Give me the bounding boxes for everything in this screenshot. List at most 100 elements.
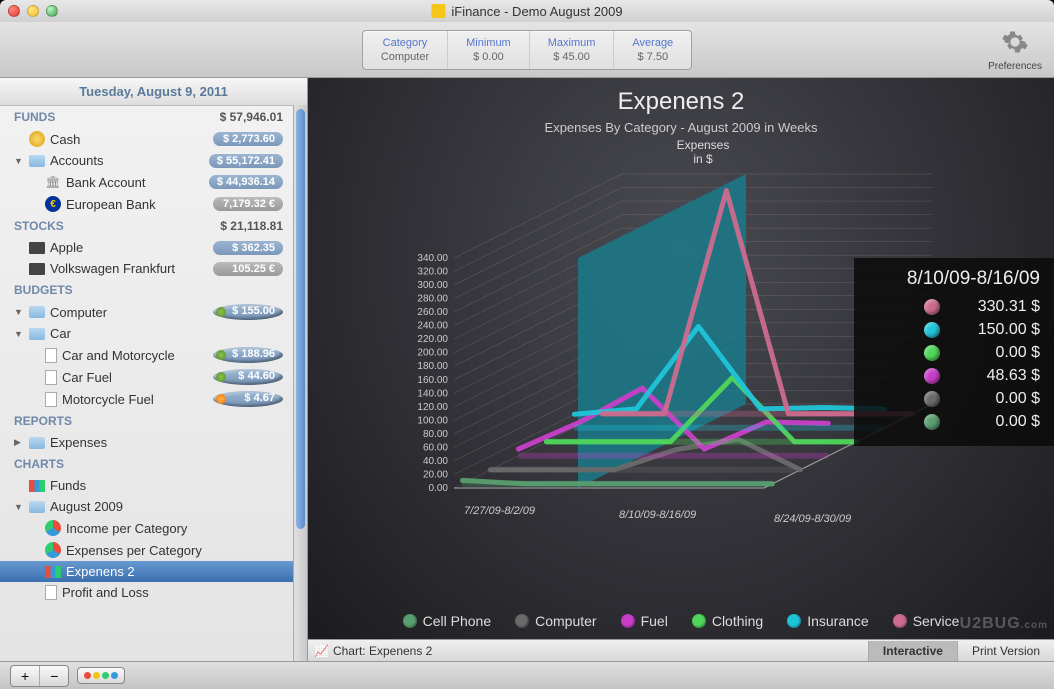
- disclosure-triangle[interactable]: [14, 502, 24, 512]
- folder-icon: [29, 306, 45, 318]
- sidebar-item-european bank[interactable]: €European Bank7,179.32 €: [0, 193, 293, 215]
- chart-tooltip: 8/10/09-8/16/09 330.31 $150.00 $0.00 $48…: [854, 258, 1054, 446]
- legend-item-clothing[interactable]: Clothing: [692, 613, 763, 629]
- amount-pill: $ 188.96: [213, 347, 283, 363]
- sidebar-item-car fuel[interactable]: Car Fuel$ 44.60: [0, 366, 293, 388]
- sidebar-content[interactable]: FUNDS$ 57,946.01 Cash$ 2,773.60 Accounts…: [0, 106, 307, 661]
- remove-button[interactable]: −: [40, 666, 68, 686]
- section-reports: REPORTS: [0, 410, 293, 432]
- item-label: Accounts: [50, 153, 103, 168]
- item-label: Cash: [50, 132, 80, 147]
- legend-item-service[interactable]: Service: [893, 613, 960, 629]
- amount-pill: $ 155.00: [213, 304, 283, 320]
- svg-text:40.00: 40.00: [423, 456, 448, 467]
- view-tabs: InteractivePrint Version: [868, 641, 1054, 661]
- stats-box: Category Computer Minimum $ 0.00 Maximum…: [362, 30, 692, 70]
- preferences-button[interactable]: Preferences: [988, 28, 1042, 72]
- add-button[interactable]: +: [11, 666, 40, 686]
- color-dot-blue: [111, 672, 118, 679]
- amount-pill: $ 362.35: [213, 241, 283, 255]
- disclosure-triangle[interactable]: [14, 329, 24, 339]
- date-header: Tuesday, August 9, 2011: [0, 78, 307, 106]
- tooltip-row: 0.00 $: [868, 390, 1040, 408]
- toolbar: Category Computer Minimum $ 0.00 Maximum…: [0, 22, 1054, 78]
- svg-text:180.00: 180.00: [417, 361, 448, 372]
- color-dot-green: [102, 672, 109, 679]
- scrollbar-thumb[interactable]: [296, 109, 305, 529]
- sidebar-item-apple[interactable]: Apple$ 362.35: [0, 237, 293, 258]
- svg-text:260.00: 260.00: [417, 307, 448, 318]
- stat-minimum: Minimum $ 0.00: [448, 31, 530, 69]
- tooltip-value: 48.63 $: [950, 367, 1040, 385]
- svg-text:300.00: 300.00: [417, 280, 448, 291]
- legend-label: Cell Phone: [423, 613, 492, 629]
- item-label: Motorcycle Fuel: [62, 392, 154, 407]
- item-label: Funds: [50, 478, 86, 493]
- sidebar-item-accounts[interactable]: Accounts $ 55,172.41: [0, 150, 293, 171]
- disclosure-triangle[interactable]: [14, 437, 24, 448]
- svg-text:8/24/09-8/30/09: 8/24/09-8/30/09: [774, 513, 851, 525]
- disclosure-triangle[interactable]: [14, 156, 24, 166]
- chart-area: Expenens 2 Expenses By Category - August…: [308, 78, 1054, 661]
- legend-dot: [893, 614, 907, 628]
- disclosure-triangle[interactable]: [14, 307, 24, 317]
- series-dot: [924, 322, 940, 338]
- add-remove-group: + −: [10, 665, 69, 687]
- svg-text:340.00: 340.00: [417, 253, 448, 264]
- sidebar-item-cash[interactable]: Cash $ 2,773.60: [0, 128, 293, 150]
- color-tag-button[interactable]: [77, 667, 125, 684]
- sidebar-scrollbar[interactable]: [293, 105, 307, 661]
- amount-pill: $ 44.60: [213, 369, 283, 385]
- pie-icon: [45, 520, 61, 536]
- sidebar-item-expenses per category[interactable]: Expenses per Category: [0, 539, 293, 561]
- legend-item-insurance[interactable]: Insurance: [787, 613, 868, 629]
- item-label: Expenses per Category: [66, 543, 202, 558]
- amount-pill: $ 44,936.14: [209, 175, 283, 189]
- color-dot-red: [84, 672, 91, 679]
- item-label: Volkswagen Frankfurt: [50, 261, 175, 276]
- window-title-text: iFinance - Demo August 2009: [451, 4, 622, 19]
- tab-print version[interactable]: Print Version: [957, 641, 1054, 661]
- bottom-toolbar: + −: [0, 661, 1054, 689]
- funds-icon: [45, 566, 61, 578]
- sidebar-item-motorcycle fuel[interactable]: Motorcycle Fuel$ 4.67: [0, 388, 293, 410]
- legend-item-fuel[interactable]: Fuel: [621, 613, 668, 629]
- svg-text:280.00: 280.00: [417, 294, 448, 305]
- sidebar-item-bank account[interactable]: 🏛Bank Account$ 44,936.14: [0, 171, 293, 193]
- item-label: Income per Category: [66, 521, 187, 536]
- legend-item-computer[interactable]: Computer: [515, 613, 596, 629]
- funds-icon: [29, 480, 45, 492]
- tooltip-value: 330.31 $: [950, 298, 1040, 316]
- item-label: Bank Account: [66, 175, 146, 190]
- sidebar-item-computer[interactable]: Computer$ 155.00: [0, 301, 293, 323]
- folder-icon: [29, 328, 45, 340]
- sidebar-item-car and motorcycle[interactable]: Car and Motorcycle$ 188.96: [0, 344, 293, 366]
- sidebar-item-funds[interactable]: Funds: [0, 475, 293, 496]
- chart-status-icon: 📈: [314, 644, 329, 658]
- zoom-icon[interactable]: [46, 5, 58, 17]
- statusbar: 📈 Chart: Expenens 2 InteractivePrint Ver…: [308, 639, 1054, 661]
- close-icon[interactable]: [8, 5, 20, 17]
- tooltip-value: 0.00 $: [950, 413, 1040, 431]
- svg-text:8/10/09-8/16/09: 8/10/09-8/16/09: [619, 509, 696, 521]
- sidebar-item-profit and loss[interactable]: Profit and Loss: [0, 582, 293, 603]
- sidebar-item-expenens 2[interactable]: Expenens 2: [0, 561, 293, 582]
- tab-interactive[interactable]: Interactive: [868, 641, 957, 661]
- amount-pill: 7,179.32 €: [213, 197, 283, 211]
- chart-title-block: Expenens 2 Expenses By Category - August…: [308, 78, 1054, 135]
- sidebar-item-volkswagen frankfurt[interactable]: Volkswagen Frankfurt105.25 €: [0, 258, 293, 279]
- amount-pill: $ 2,773.60: [213, 132, 283, 146]
- item-label: August 2009: [50, 499, 123, 514]
- minimize-icon[interactable]: [27, 5, 39, 17]
- sidebar-item-august 2009[interactable]: August 2009: [0, 496, 293, 517]
- sidebar-item-expenses[interactable]: Expenses: [0, 432, 293, 453]
- stat-average: Average $ 7.50: [614, 31, 691, 69]
- sidebar-item-income per category[interactable]: Income per Category: [0, 517, 293, 539]
- tooltip-row: 0.00 $: [868, 344, 1040, 362]
- sidebar-item-car[interactable]: Car: [0, 323, 293, 344]
- svg-text:120.00: 120.00: [417, 402, 448, 413]
- status-left: 📈 Chart: Expenens 2: [308, 644, 432, 658]
- item-label: Expenens 2: [66, 564, 135, 579]
- legend-item-cell phone[interactable]: Cell Phone: [403, 613, 492, 629]
- amount-pill: $ 55,172.41: [209, 154, 283, 168]
